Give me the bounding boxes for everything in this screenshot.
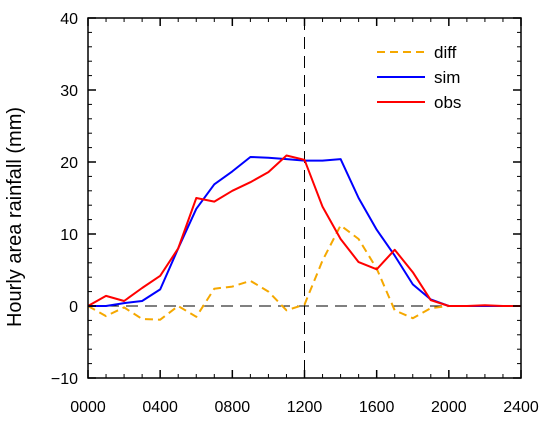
legend-label-sim: sim [434, 68, 460, 87]
x-tick-label: 0800 [215, 399, 251, 416]
x-tick-label: 0000 [70, 399, 106, 416]
y-tick-label: −10 [51, 371, 78, 388]
y-tick-label: 0 [69, 299, 78, 316]
x-tick-label: 1600 [359, 399, 395, 416]
y-tick-label: 40 [60, 11, 78, 28]
x-tick-label: 1200 [287, 399, 323, 416]
plot-area [87, 18, 521, 378]
legend: diff sim obs [377, 43, 461, 112]
y-tick-label: 30 [60, 83, 78, 100]
y-tick-label: 20 [60, 155, 78, 172]
x-tick-label: 2000 [431, 399, 467, 416]
y-axis-label: Hourly area rainfall (mm) [4, 107, 26, 327]
series-line-obs [87, 154, 521, 307]
x-tick-label: 2400 [503, 399, 539, 416]
legend-label-obs: obs [434, 93, 461, 112]
axes: 0000 0400 0800 1200 1600 2000 2400 −10 0 10 20 30 40 [51, 11, 539, 416]
legend-label-diff: diff [434, 43, 457, 62]
y-tick-label: 10 [60, 227, 78, 244]
x-tick-label: 0400 [142, 399, 178, 416]
